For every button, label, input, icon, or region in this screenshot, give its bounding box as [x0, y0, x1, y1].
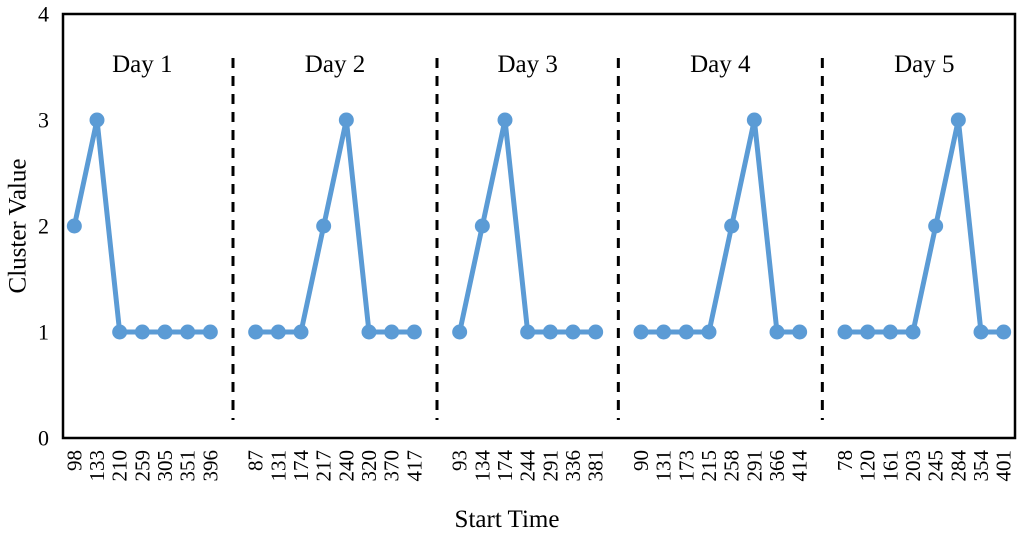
data-point: [769, 324, 785, 340]
x-tick-label: 173: [674, 450, 698, 482]
data-point: [316, 218, 332, 234]
x-tick-label: 215: [697, 450, 721, 482]
day-series-line: [71, 117, 213, 335]
plot-border: [61, 12, 1017, 440]
data-point: [497, 112, 513, 128]
x-tick-label: 414: [788, 450, 812, 482]
day-series-line: [638, 117, 803, 335]
data-point: [882, 324, 898, 340]
day-label: Day 3: [497, 51, 557, 78]
x-tick-label: 396: [198, 450, 222, 482]
x-tick-label: 245: [924, 450, 948, 482]
day-label: Day 5: [894, 51, 954, 78]
x-tick-label: 87: [244, 450, 268, 471]
x-tick-label: 203: [901, 450, 925, 482]
data-point: [588, 324, 604, 340]
x-tick-label: 174: [493, 450, 517, 482]
x-tick-label: 133: [85, 450, 109, 482]
x-tick-label: 401: [992, 450, 1016, 482]
y-tick-label: 0: [38, 426, 49, 451]
data-point: [542, 324, 558, 340]
data-point: [860, 324, 876, 340]
y-axis-title: Cluster Value: [5, 159, 32, 294]
x-tick-label: 240: [334, 450, 358, 482]
x-tick-label: 351: [176, 450, 200, 482]
data-point: [678, 324, 694, 340]
y-tick-label: 3: [38, 108, 49, 133]
x-tick-label: 120: [856, 450, 880, 482]
day-label: Day 2: [305, 51, 365, 78]
x-tick-label: 131: [652, 450, 676, 482]
data-point: [157, 324, 173, 340]
x-tick-label: 354: [969, 450, 993, 482]
data-point: [792, 324, 808, 340]
x-tick-label: 161: [878, 450, 902, 482]
data-point: [361, 324, 377, 340]
data-point: [89, 112, 105, 128]
x-axis-title: Start Time: [455, 506, 560, 533]
data-point: [520, 324, 536, 340]
data-point: [837, 324, 853, 340]
data-point: [701, 324, 717, 340]
x-tick-label: 417: [402, 450, 426, 482]
day-label: Day 1: [112, 51, 172, 78]
data-point: [474, 218, 490, 234]
data-point: [180, 324, 196, 340]
data-point: [202, 324, 218, 340]
data-point: [746, 112, 762, 128]
y-tick-label: 2: [38, 214, 49, 239]
day-label: Day 4: [690, 51, 751, 78]
y-tick-label: 1: [38, 320, 49, 345]
x-tick-label: 320: [357, 450, 381, 482]
data-point: [112, 324, 128, 340]
data-point: [406, 324, 422, 340]
x-tick-label: 258: [720, 450, 744, 482]
data-point: [338, 112, 354, 128]
x-tick-label: 217: [312, 450, 336, 482]
x-tick-label: 210: [108, 450, 132, 482]
data-point: [656, 324, 672, 340]
data-point: [134, 324, 150, 340]
data-point: [452, 324, 468, 340]
data-point: [905, 324, 921, 340]
data-point: [66, 218, 82, 234]
x-tick-label: 336: [561, 450, 585, 482]
x-tick-label: 93: [448, 450, 472, 471]
data-point: [293, 324, 309, 340]
data-point: [270, 324, 286, 340]
x-tick-label: 259: [130, 450, 154, 482]
x-tick-label: 131: [266, 450, 290, 482]
x-tick-label: 366: [765, 450, 789, 482]
day-series-line: [842, 117, 1007, 335]
data-point: [950, 112, 966, 128]
data-point: [996, 324, 1012, 340]
x-tick-label: 284: [946, 450, 970, 482]
x-tick-label: 98: [62, 450, 86, 471]
x-tick-label: 291: [742, 450, 766, 482]
x-tick-label: 134: [470, 450, 494, 482]
x-tick-label: 381: [584, 450, 608, 482]
data-point: [384, 324, 400, 340]
data-point: [565, 324, 581, 340]
y-tick-label: 4: [38, 2, 49, 27]
data-point: [928, 218, 944, 234]
day-series-line: [253, 117, 417, 335]
data-point: [633, 324, 649, 340]
x-tick-label: 244: [516, 450, 540, 482]
x-tick-label: 90: [629, 450, 653, 471]
data-point: [973, 324, 989, 340]
x-tick-label: 370: [380, 450, 404, 482]
x-tick-label: 174: [289, 450, 313, 482]
x-tick-label: 78: [833, 450, 857, 471]
x-tick-label: 305: [153, 450, 177, 482]
data-point: [248, 324, 264, 340]
data-point: [724, 218, 740, 234]
x-tick-label: 291: [538, 450, 562, 482]
